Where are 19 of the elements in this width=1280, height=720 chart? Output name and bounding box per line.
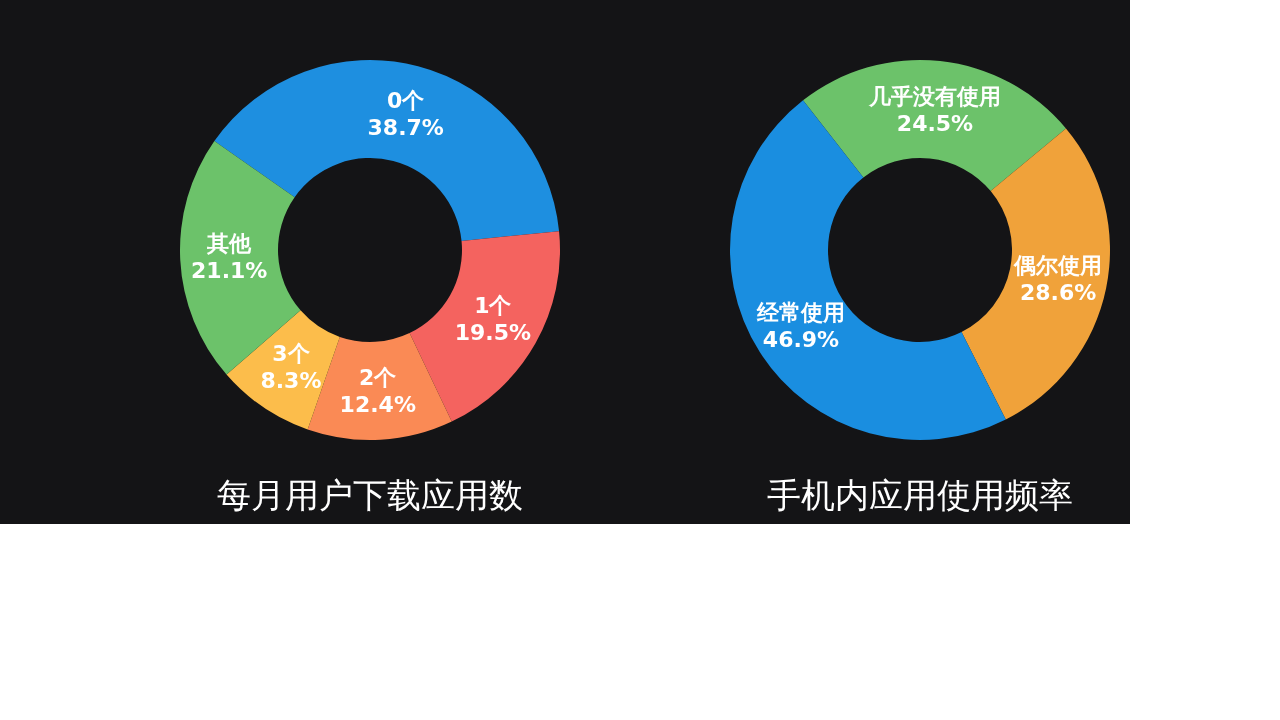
slice-label: 经常使用: [755, 299, 845, 325]
data-label: 24.5%: [896, 110, 974, 136]
slice-label: 偶尔使用: [1013, 252, 1103, 278]
data-label: 21.1%: [191, 258, 268, 284]
text: 每月用户下载应用数: [217, 475, 523, 515]
data-label: 38.7%: [367, 114, 444, 140]
text: 手机内应用使用频率: [767, 475, 1073, 515]
donut-slice: [803, 60, 1066, 192]
data-label: 46.9%: [762, 326, 840, 352]
slice-label: 2个: [359, 364, 397, 390]
slice-label: 几乎没有使用: [867, 83, 1001, 109]
data-label: 28.6%: [1019, 279, 1097, 305]
data-label: 8.3%: [260, 367, 322, 393]
slice-label: 3个: [272, 340, 310, 366]
slice-label: 0个: [387, 87, 425, 113]
slice-label: 1个: [474, 293, 512, 319]
data-label: 19.5%: [454, 320, 531, 346]
data-label: 12.4%: [339, 391, 416, 417]
slice-label: 其他: [206, 231, 253, 257]
